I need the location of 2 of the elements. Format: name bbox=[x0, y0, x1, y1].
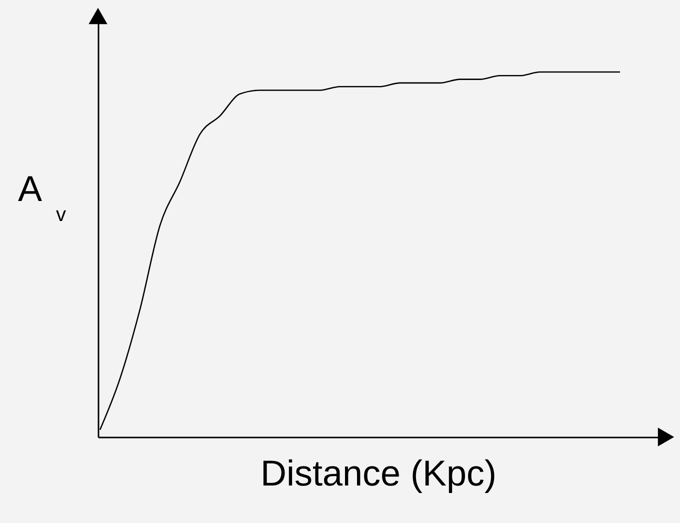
x-axis-title: Distance (Kpc) bbox=[260, 452, 497, 494]
y-axis-title: Av bbox=[18, 168, 66, 226]
